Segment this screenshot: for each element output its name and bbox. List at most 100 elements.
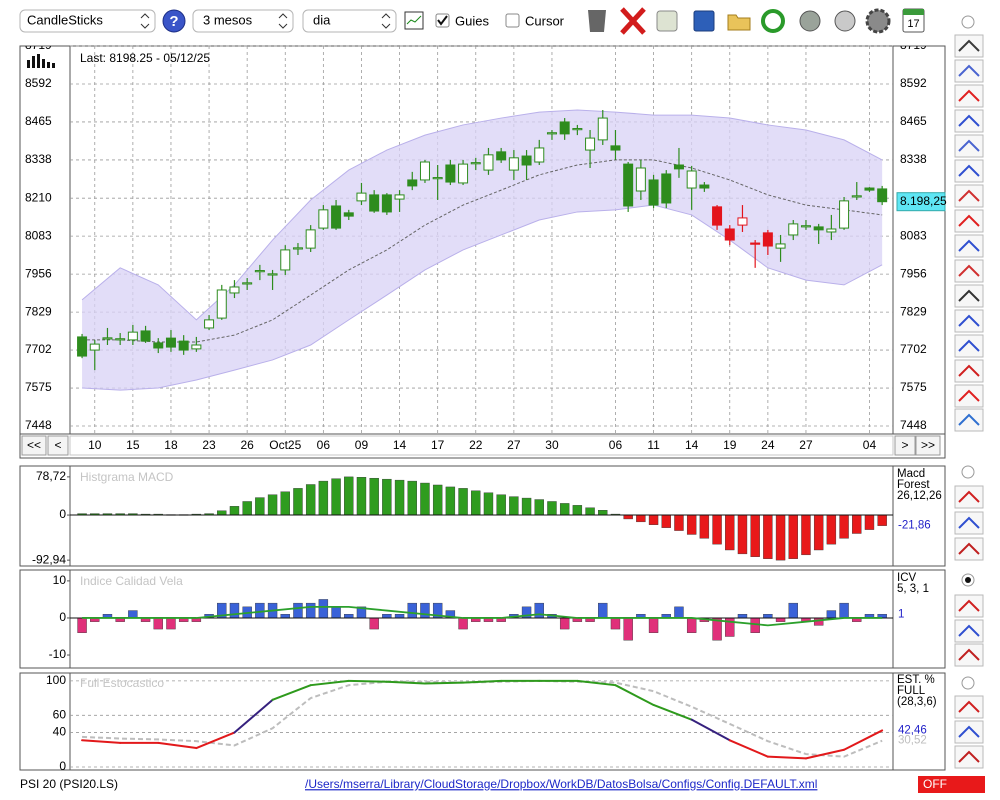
y-tick-label: 78,72	[36, 469, 66, 483]
tool-icon	[958, 389, 980, 402]
tool-button[interactable]	[954, 109, 984, 133]
tool-button[interactable]	[954, 359, 984, 383]
tool-button[interactable]	[954, 134, 984, 158]
tool-button[interactable]	[954, 511, 984, 535]
icon-bar	[27, 60, 30, 68]
panel-radio[interactable]	[961, 465, 975, 479]
histogram-bar	[344, 614, 354, 619]
mode-indicator[interactable]	[918, 776, 985, 793]
icv-panel-frame	[19, 569, 946, 669]
k-line-segment	[233, 698, 274, 734]
candle-body	[204, 319, 215, 329]
histogram-bar	[775, 514, 786, 561]
panel-radio[interactable]	[961, 676, 975, 690]
help-icon: ?	[169, 13, 178, 30]
y-tick-label-right: 8338	[900, 152, 927, 166]
tool-button[interactable]	[954, 485, 984, 509]
last-value-label: 30,52	[898, 735, 927, 747]
delete-button[interactable]	[620, 7, 646, 35]
tool-button[interactable]	[954, 309, 984, 333]
k-line-segment	[385, 680, 426, 685]
tool-button[interactable]	[954, 59, 984, 83]
update-button[interactable]	[799, 10, 821, 32]
x-tick-label: 30	[545, 438, 559, 452]
tool-button[interactable]	[954, 537, 984, 561]
screenshot-button[interactable]	[656, 10, 678, 32]
candle-body	[356, 192, 367, 202]
histogram-bar	[229, 506, 240, 516]
tool-button[interactable]	[954, 259, 984, 283]
candle-body	[394, 194, 405, 200]
candle-body	[661, 173, 672, 204]
calendar-day: 17	[907, 18, 919, 30]
indicator-label: ICV	[897, 572, 917, 584]
histogram-bar	[318, 599, 329, 619]
chart-icon[interactable]	[404, 11, 424, 30]
histogram-bar	[471, 490, 481, 516]
tool-button[interactable]	[954, 234, 984, 258]
tool-button[interactable]	[954, 384, 984, 408]
period-select[interactable]	[192, 9, 294, 33]
tool-icon	[958, 624, 980, 637]
help-button[interactable]	[162, 9, 186, 33]
tool-button[interactable]	[954, 34, 984, 58]
y-axis: 10 0 -10	[49, 573, 67, 661]
tool-button[interactable]	[954, 284, 984, 308]
candle-body	[483, 154, 494, 171]
config-path-link[interactable]: /Users/mserra/Library/CloudStorage/Dropb…	[305, 777, 817, 791]
tool-button[interactable]	[954, 643, 984, 667]
cursor-checkbox[interactable]	[505, 13, 520, 28]
y-tick-label: 8719	[25, 38, 52, 52]
trash-button[interactable]	[588, 10, 606, 32]
last-value-label: -21,86	[898, 520, 931, 532]
icon-bar	[42, 59, 45, 68]
histogram-bar	[585, 507, 595, 516]
tool-button[interactable]	[954, 695, 984, 719]
y-tick-label: 8465	[25, 114, 52, 128]
tool-icon	[958, 164, 980, 177]
tool-button[interactable]	[954, 720, 984, 744]
chart-type-select[interactable]	[19, 9, 156, 33]
candle-body	[229, 286, 240, 294]
candle-body	[864, 187, 875, 191]
tool-button[interactable]	[954, 408, 984, 432]
tool-button[interactable]	[954, 84, 984, 108]
candle-body	[572, 128, 583, 131]
tool-icon	[958, 64, 980, 77]
indicator-label: EST. %	[897, 674, 935, 686]
next-button[interactable]	[894, 435, 916, 456]
k-line-segment	[157, 741, 198, 750]
interval-select[interactable]	[302, 9, 397, 33]
panel-radio[interactable]	[961, 15, 975, 29]
tool-button[interactable]	[954, 184, 984, 208]
open-button[interactable]	[727, 14, 751, 31]
candle-body	[470, 162, 481, 165]
save-button[interactable]	[693, 10, 715, 32]
indicator-label: Forest	[897, 479, 930, 491]
currency-button[interactable]	[834, 10, 856, 32]
histogram-bar	[775, 617, 786, 622]
candle-body	[597, 117, 608, 141]
tool-button[interactable]	[954, 594, 984, 618]
settings-button[interactable]	[865, 8, 891, 34]
histogram-bar	[763, 614, 773, 619]
last-button[interactable]	[915, 435, 941, 456]
histogram-bar	[648, 617, 659, 633]
bollinger-band	[82, 109, 883, 391]
tool-button[interactable]	[954, 619, 984, 643]
refresh-button[interactable]	[761, 9, 785, 33]
y-tick-label: 100	[46, 673, 66, 687]
previous-button[interactable]	[47, 435, 69, 456]
histogram-bar	[750, 617, 760, 633]
tool-button[interactable]	[954, 209, 984, 233]
y-tick-label: 8338	[25, 152, 52, 166]
tool-icon	[958, 364, 980, 377]
k-line-segment	[804, 748, 846, 760]
tool-button[interactable]	[954, 334, 984, 358]
icon-bar	[47, 62, 50, 68]
first-button[interactable]	[21, 435, 47, 456]
histogram-bar	[344, 476, 354, 516]
last-button-label: >>	[921, 438, 935, 452]
tool-button[interactable]	[954, 745, 984, 769]
tool-button[interactable]	[954, 159, 984, 183]
